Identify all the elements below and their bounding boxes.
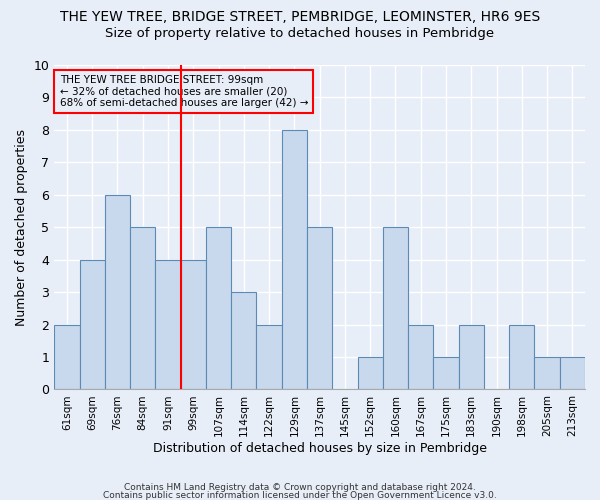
Bar [535,357,560,390]
Bar [181,260,206,390]
Text: Contains public sector information licensed under the Open Government Licence v3: Contains public sector information licen… [103,490,497,500]
Bar [206,227,231,390]
Bar [560,357,585,390]
X-axis label: Distribution of detached houses by size in Pembridge: Distribution of detached houses by size … [152,442,487,455]
Text: THE YEW TREE, BRIDGE STREET, PEMBRIDGE, LEOMINSTER, HR6 9ES: THE YEW TREE, BRIDGE STREET, PEMBRIDGE, … [60,10,540,24]
Bar [408,324,433,390]
Bar [307,227,332,390]
Bar [383,227,408,390]
Text: THE YEW TREE BRIDGE STREET: 99sqm
← 32% of detached houses are smaller (20)
68% : THE YEW TREE BRIDGE STREET: 99sqm ← 32% … [59,74,308,108]
Bar [155,260,181,390]
Bar [130,227,155,390]
Bar [80,260,105,390]
Bar [282,130,307,390]
Bar [458,324,484,390]
Text: Contains HM Land Registry data © Crown copyright and database right 2024.: Contains HM Land Registry data © Crown c… [124,484,476,492]
Bar [509,324,535,390]
Bar [105,195,130,390]
Bar [433,357,458,390]
Y-axis label: Number of detached properties: Number of detached properties [15,128,28,326]
Bar [54,324,80,390]
Bar [256,324,282,390]
Bar [231,292,256,390]
Bar [358,357,383,390]
Text: Size of property relative to detached houses in Pembridge: Size of property relative to detached ho… [106,28,494,40]
